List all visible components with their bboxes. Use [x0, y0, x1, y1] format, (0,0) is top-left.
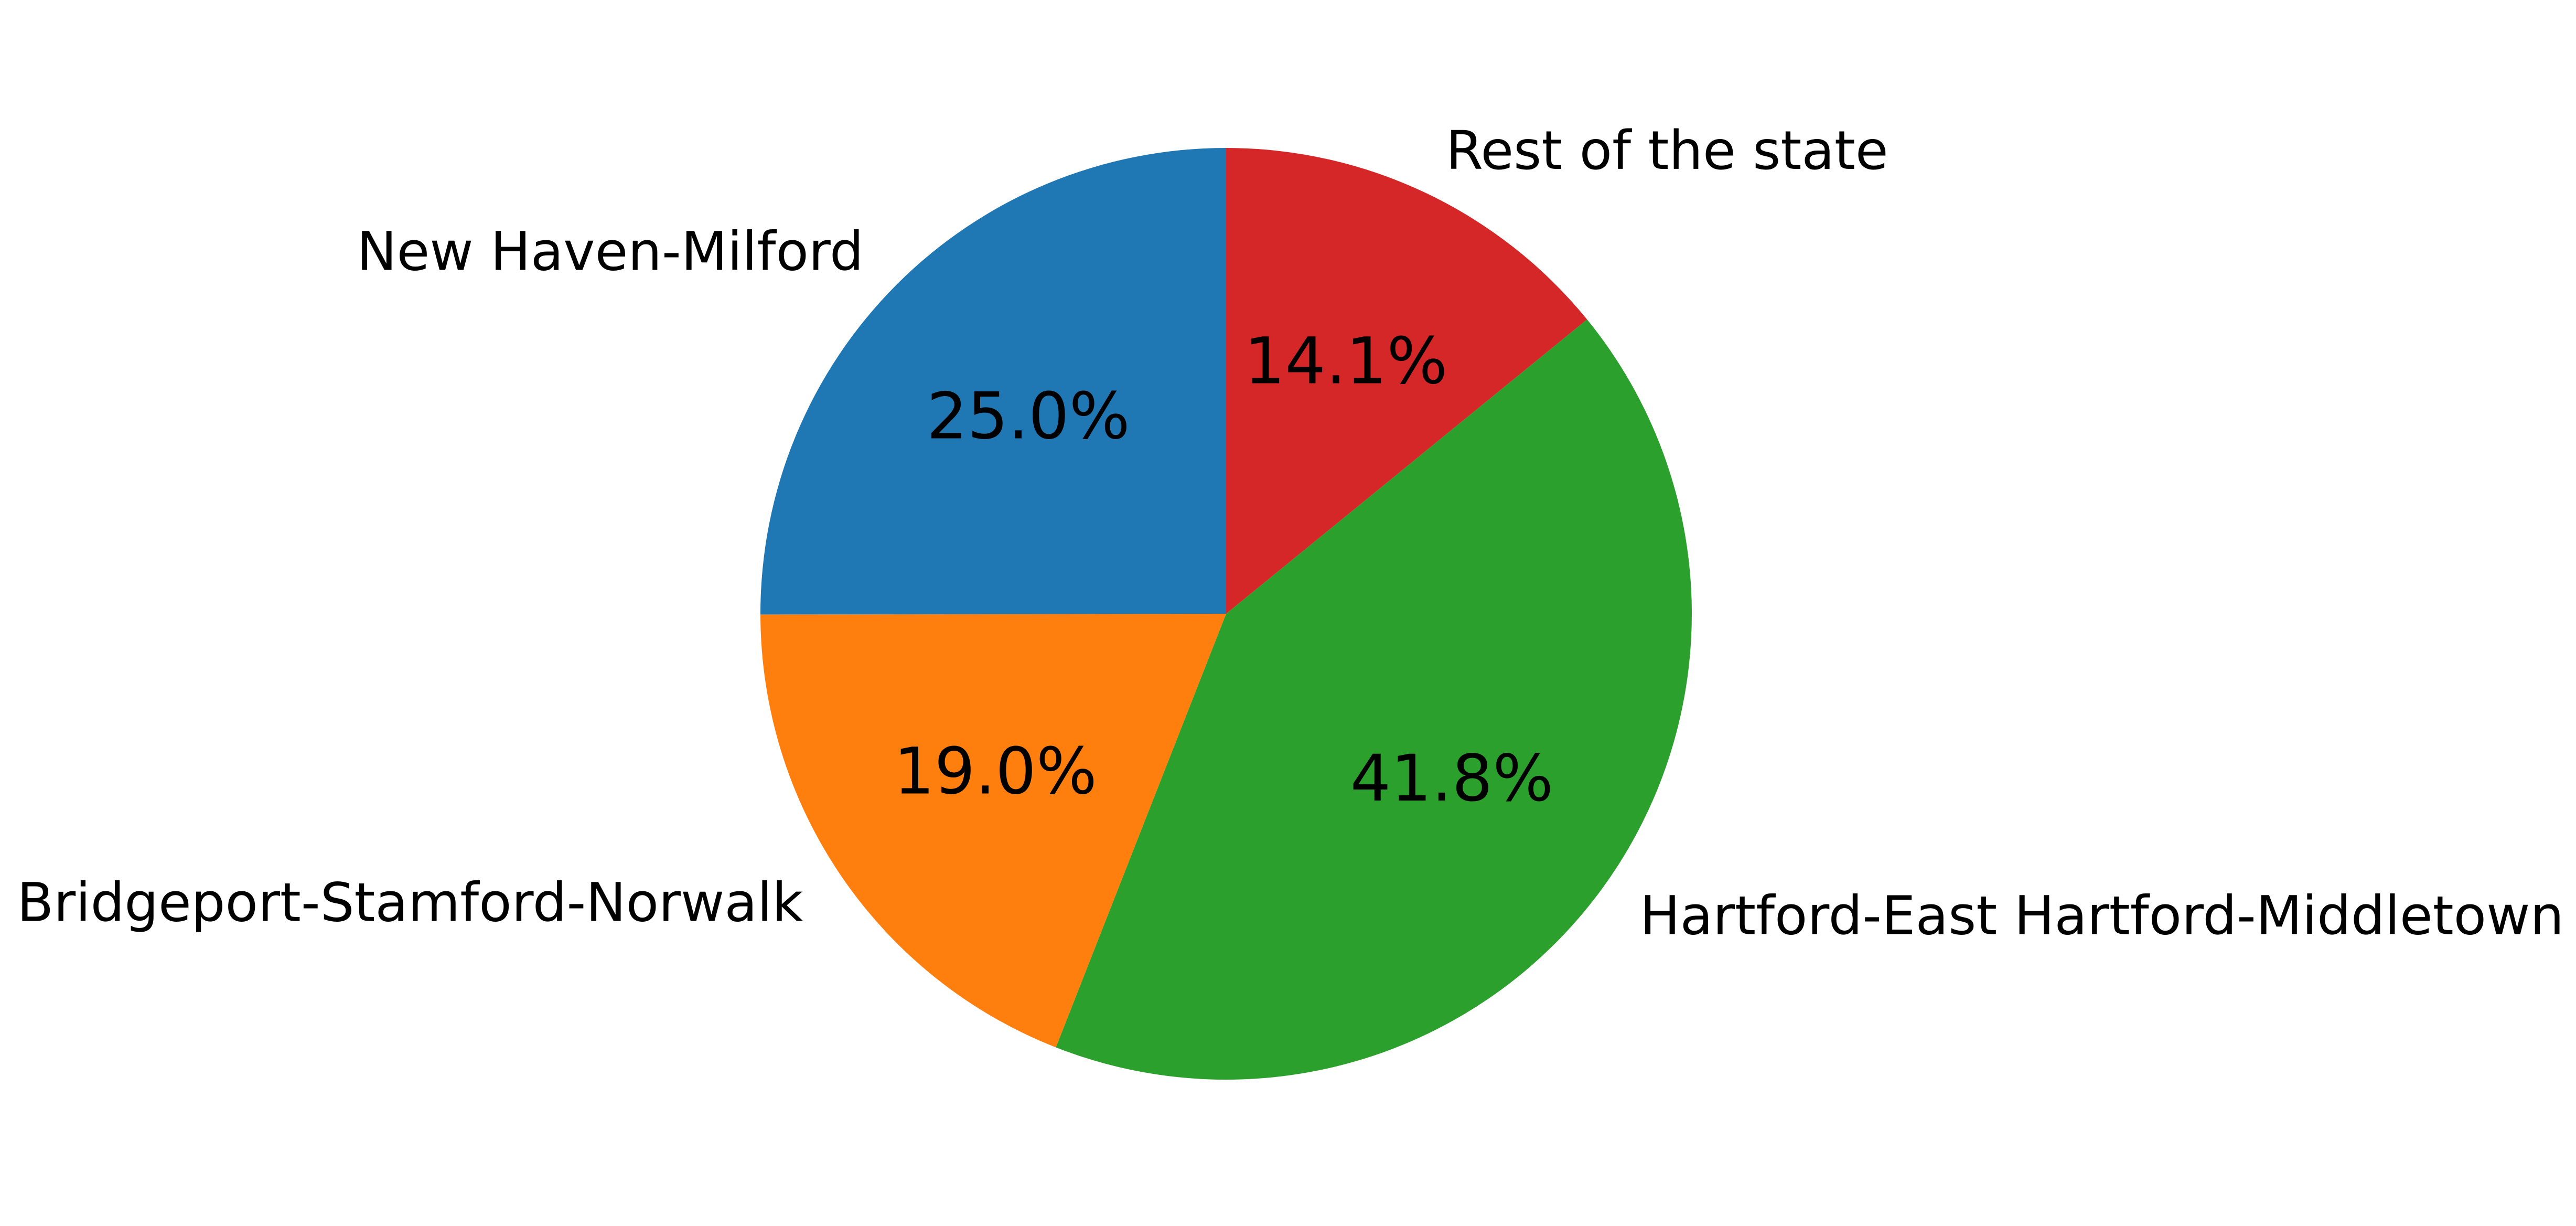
- pie-slice-rest-of-the-state: [1226, 148, 1587, 614]
- slice-label: Hartford-East Hartford-Middletown: [1640, 884, 2564, 947]
- slice-labels: Rest of the state Hartford-East Hartford-…: [17, 120, 2564, 947]
- pie-slice-new-haven-milford: [760, 148, 1226, 615]
- pie-slice-bridgeport-stamford-norwalk: [760, 614, 1226, 1048]
- percent-labels: 14.1% 41.8% 19.0% 25.0%: [894, 324, 1553, 816]
- percent-label: 14.1%: [1244, 324, 1448, 399]
- pie-slice-hartford-east-hartford-middletown: [1056, 319, 1692, 1080]
- pie-slices: [760, 148, 1692, 1080]
- percent-label: 41.8%: [1350, 741, 1554, 816]
- percent-label: 25.0%: [927, 379, 1130, 454]
- percent-label: 19.0%: [894, 734, 1097, 808]
- slice-label: New Haven-Milford: [357, 220, 864, 283]
- slice-label: Bridgeport-Stamford-Norwalk: [17, 871, 803, 934]
- slice-label: Rest of the state: [1446, 120, 1888, 182]
